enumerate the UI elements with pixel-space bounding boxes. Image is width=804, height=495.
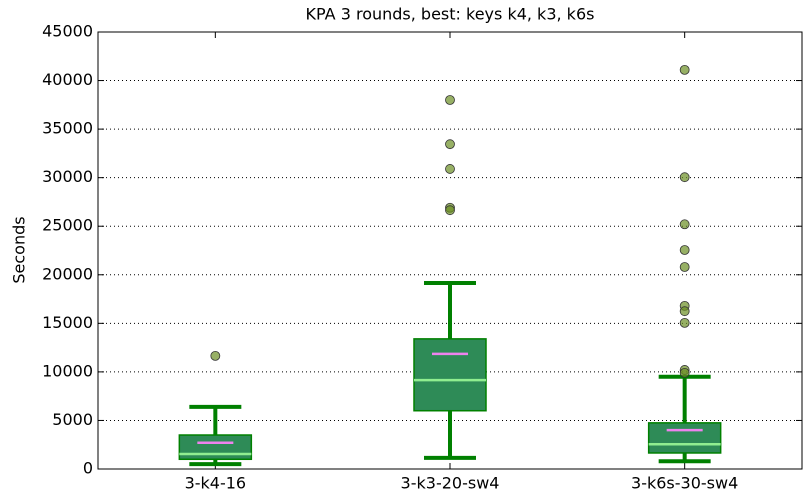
y-tick-label: 30000	[42, 167, 93, 186]
outlier	[679, 172, 690, 183]
y-tick-label: 40000	[42, 70, 93, 89]
outlier	[445, 164, 455, 174]
x-tick-label: 3-k3-20-sw4	[401, 474, 500, 493]
outlier	[679, 219, 690, 230]
plot-frame	[97, 31, 803, 470]
outlier	[445, 139, 455, 150]
outlier	[445, 205, 455, 216]
y-tick-label: 45000	[42, 22, 93, 41]
chart-title: KPA 3 rounds, best: keys k4, k3, k6s	[306, 5, 595, 24]
y-tick-label: 25000	[42, 216, 93, 235]
box	[178, 434, 253, 461]
outlier	[679, 306, 690, 317]
y-tick-label: 0	[83, 459, 93, 478]
outlier	[210, 350, 221, 361]
y-axis-label: Seconds	[10, 216, 29, 283]
outlier	[679, 64, 690, 75]
outlier	[445, 95, 455, 105]
x-tick-label: 3-k4-16	[185, 474, 247, 493]
y-tick-label: 15000	[42, 313, 93, 332]
y-tick-label: 20000	[42, 264, 93, 283]
outlier	[679, 367, 690, 378]
y-tick-label: 35000	[42, 119, 93, 138]
box	[647, 422, 722, 454]
outlier	[679, 245, 690, 255]
x-tick-label: 3-k6s-30-sw4	[631, 474, 738, 493]
y-tick-label: 10000	[42, 361, 93, 380]
outlier	[679, 317, 690, 328]
y-tick-label: 5000	[52, 410, 93, 429]
outlier	[679, 262, 690, 272]
box	[413, 338, 487, 412]
